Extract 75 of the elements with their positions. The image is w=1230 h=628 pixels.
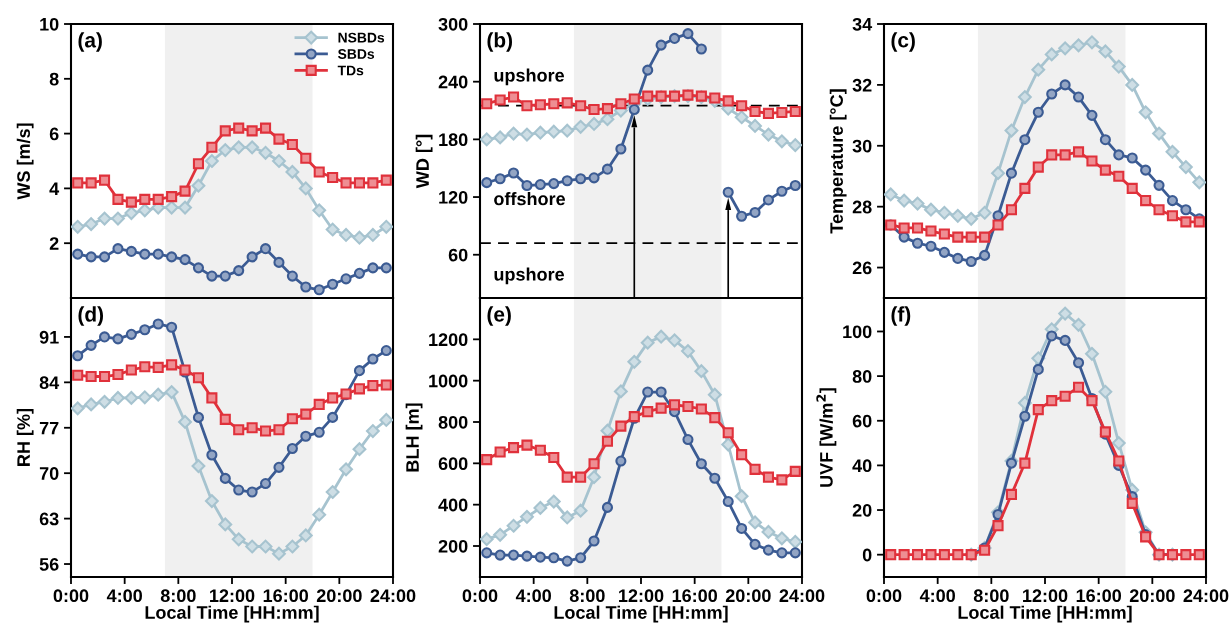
y-tick-label: 1000 xyxy=(429,374,468,388)
y-tick-label: 32 xyxy=(852,78,872,92)
x-tick-label: 8:00 xyxy=(160,589,196,603)
y-tick-label: 20 xyxy=(852,503,872,517)
y-axis-title: UVF [W/m$^{2}$] xyxy=(816,388,837,487)
y-tick-label: 84 xyxy=(39,376,60,390)
y-axis-title: BLH [m] xyxy=(405,403,423,472)
x-tick-label: 8:00 xyxy=(973,589,1009,603)
x-tick-label: 24:00 xyxy=(779,589,825,603)
x-axis-title: Local Time [HH:mm] xyxy=(145,605,319,623)
x-tick-label: 16:00 xyxy=(263,589,309,603)
y-tick-label: 800 xyxy=(438,415,468,429)
y-tick-label: 28 xyxy=(852,200,872,214)
annotation: (c) xyxy=(891,32,915,52)
x-tick-label: 16:00 xyxy=(672,589,718,603)
y-axis-title: WD [°] xyxy=(415,134,433,189)
y-tick-label: 60 xyxy=(852,414,872,428)
annotation: (f) xyxy=(891,306,911,326)
y-tick-label: 240 xyxy=(438,75,468,89)
x-tick-label: 16:00 xyxy=(1076,589,1122,603)
annotation: (a) xyxy=(78,32,102,52)
x-tick-label: 12:00 xyxy=(1023,589,1068,603)
x-tick-label: 12:00 xyxy=(210,589,255,603)
y-tick-label: 26 xyxy=(852,261,872,275)
x-tick-label: 12:00 xyxy=(619,589,664,603)
y-tick-label: 63 xyxy=(39,512,59,526)
y-tick-label: 600 xyxy=(438,457,468,471)
y-tick-label: 40 xyxy=(852,459,872,473)
y-tick-label: 56 xyxy=(39,557,59,571)
x-tick-label: 4:00 xyxy=(515,589,551,603)
y-axis-title: RH [%] xyxy=(16,408,34,466)
x-tick-label: 0:00 xyxy=(53,589,89,603)
y-tick-label: 100 xyxy=(843,325,872,339)
y-tick-label: 77 xyxy=(39,421,59,435)
annotation: (d) xyxy=(78,306,104,326)
y-tick-label: 6 xyxy=(49,127,59,141)
annotation: upshore xyxy=(494,68,565,86)
annotation: offshore xyxy=(494,192,566,206)
y-tick-label: 34 xyxy=(852,17,873,31)
x-tick-label: 0:00 xyxy=(462,589,498,603)
x-tick-label: 24:00 xyxy=(1183,589,1229,603)
y-tick-label: 91 xyxy=(39,330,59,344)
y-tick-label: 180 xyxy=(439,133,468,147)
x-tick-label: 0:00 xyxy=(866,589,902,603)
legend-label: NSBDs xyxy=(338,32,385,43)
legend-label: TDs xyxy=(337,65,364,76)
x-tick-label: 24:00 xyxy=(370,589,416,603)
y-tick-label: 80 xyxy=(852,370,872,383)
y-tick-label: 8 xyxy=(49,72,59,86)
annotation: upshore xyxy=(494,267,565,285)
y-tick-label: 300 xyxy=(438,17,468,31)
y-tick-label: 0 xyxy=(862,548,872,562)
y-tick-label: 200 xyxy=(438,539,468,553)
x-tick-label: 4:00 xyxy=(106,589,142,603)
y-tick-label: 10 xyxy=(40,17,59,31)
x-tick-label: 8:00 xyxy=(569,589,605,603)
annotation: (e) xyxy=(487,306,511,326)
y-tick-label: 400 xyxy=(438,498,468,512)
y-axis-title: Temperature [°C] xyxy=(829,89,847,234)
x-tick-label: 20:00 xyxy=(725,589,771,603)
x-tick-label: 20:00 xyxy=(316,589,362,603)
y-tick-label: 30 xyxy=(852,139,872,153)
legend-label: SBDs xyxy=(337,49,375,59)
x-axis-title: Local Time [HH:mm] xyxy=(554,605,728,623)
y-tick-label: 2 xyxy=(49,237,59,250)
y-axis-title: WS [m/s] xyxy=(16,123,34,200)
annotation: (b) xyxy=(487,32,513,52)
x-tick-label: 20:00 xyxy=(1129,589,1175,603)
y-tick-label: 70 xyxy=(39,467,59,480)
x-tick-label: 4:00 xyxy=(919,589,955,603)
y-tick-label: 4 xyxy=(49,182,60,195)
y-tick-label: 120 xyxy=(439,190,468,204)
y-tick-label: 60 xyxy=(448,248,468,262)
x-axis-title: Local Time [HH:mm] xyxy=(958,605,1132,623)
y-tick-label: 1200 xyxy=(429,333,468,347)
